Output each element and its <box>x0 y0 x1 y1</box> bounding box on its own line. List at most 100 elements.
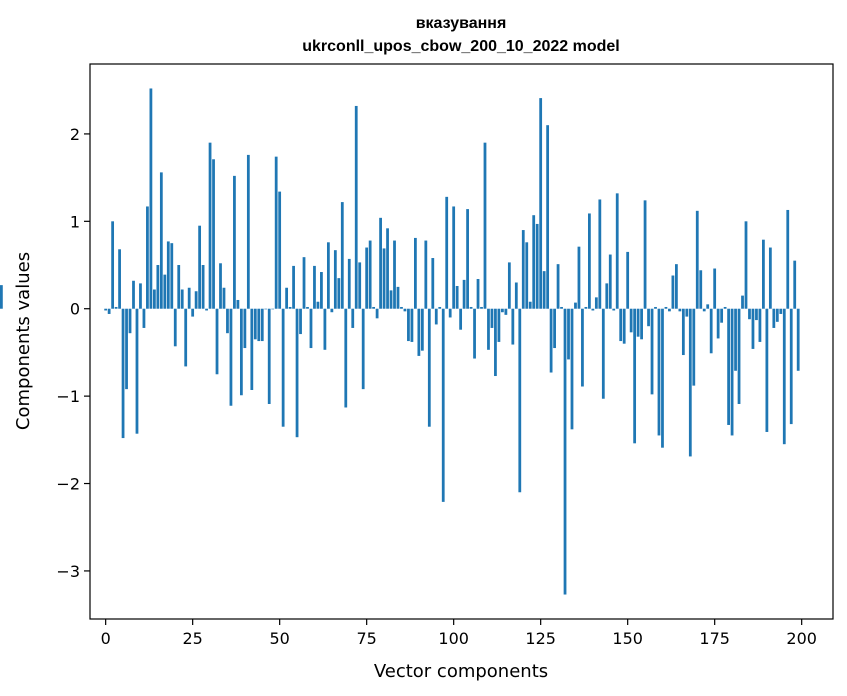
bar-163 <box>671 275 675 309</box>
y-tick-label-0: 0 <box>70 300 80 319</box>
bar-143 <box>601 308 605 399</box>
bar-162 <box>668 308 671 312</box>
bar-180 <box>730 308 734 436</box>
bar-4 <box>118 249 121 309</box>
bar-79 <box>379 217 382 309</box>
bar-98 <box>445 196 449 309</box>
bar-42 <box>250 308 254 390</box>
bar-130 <box>556 264 560 309</box>
bar-1 <box>107 308 111 314</box>
bar-21 <box>177 265 181 309</box>
bar-78 <box>375 308 379 319</box>
bar-139 <box>588 213 591 309</box>
bar-96 <box>438 306 442 309</box>
bar-181 <box>734 308 737 371</box>
bar-92 <box>424 240 428 309</box>
bar-169 <box>692 308 696 386</box>
bar-46 <box>264 308 268 310</box>
bar-137 <box>581 308 584 387</box>
bar-6 <box>125 308 128 390</box>
bar-125 <box>539 98 543 309</box>
bar-188 <box>758 308 762 342</box>
bar-57 <box>302 257 306 309</box>
bar-179 <box>727 308 730 425</box>
bar-173 <box>706 304 710 309</box>
bar-193 <box>775 308 779 322</box>
bar-72 <box>354 105 358 309</box>
bar-190 <box>765 308 769 432</box>
bar-54 <box>292 265 295 309</box>
bar-196 <box>786 209 790 309</box>
bar-66 <box>333 250 337 309</box>
bar-56 <box>299 308 302 335</box>
bar-11 <box>142 308 146 328</box>
bar-121 <box>525 242 529 309</box>
x-tick-label-125: 125 <box>525 629 556 648</box>
bar-49 <box>274 156 278 309</box>
bar-107 <box>476 279 480 309</box>
bar-160 <box>661 308 664 448</box>
bar-114 <box>501 308 504 313</box>
bar-104 <box>466 209 469 309</box>
bar-152 <box>633 308 637 444</box>
bar-105 <box>469 306 473 309</box>
x-tick-label-0: 0 <box>101 629 111 648</box>
bar-115 <box>504 308 508 315</box>
bar-123 <box>532 215 536 309</box>
bar-136 <box>577 246 581 309</box>
bar-116 <box>507 262 511 309</box>
bar-83 <box>393 240 396 309</box>
bar-63 <box>323 308 327 350</box>
bar-47 <box>267 308 271 404</box>
bar-34 <box>222 287 226 309</box>
bar-12 <box>146 206 149 309</box>
bar-170 <box>695 210 699 309</box>
y-tick-label--1: −1 <box>56 387 80 406</box>
bar-38 <box>236 299 240 309</box>
x-tick-label-75: 75 <box>356 629 376 648</box>
bar-77 <box>372 306 376 309</box>
bar-142 <box>598 199 602 309</box>
bar-184 <box>744 221 748 309</box>
bar-157 <box>650 308 654 395</box>
x-tick-label-175: 175 <box>699 629 730 648</box>
bar-71 <box>351 308 355 328</box>
bar-150 <box>626 251 630 309</box>
bar-195 <box>782 308 786 445</box>
bar-108 <box>480 306 483 309</box>
plot-frame <box>89 63 834 620</box>
x-tick-label-50: 50 <box>269 629 289 648</box>
x-tick-label-25: 25 <box>182 629 202 648</box>
bar-91 <box>420 308 424 351</box>
bar-147 <box>615 193 619 309</box>
bar-166 <box>681 308 685 356</box>
y-tick-label-1: 1 <box>70 212 80 231</box>
bar-28 <box>201 265 205 309</box>
y-tick-label-2: 2 <box>70 125 80 144</box>
bar-164 <box>675 264 678 309</box>
bar-80 <box>382 248 386 309</box>
bar-41 <box>246 154 250 309</box>
bar-85 <box>400 306 403 309</box>
bar-7 <box>128 308 132 334</box>
bar-178 <box>723 306 727 309</box>
bar-172 <box>702 308 706 312</box>
bar-127 <box>546 125 550 309</box>
bar-84 <box>396 286 400 309</box>
bar-118 <box>514 282 518 309</box>
bar-87 <box>407 308 410 342</box>
bar-32 <box>215 308 219 375</box>
bar-151 <box>629 308 633 333</box>
bar-61 <box>316 301 320 309</box>
bar-156 <box>647 308 650 327</box>
y-axis-label: Components values <box>13 252 34 430</box>
chart-subtitle: ukrconll_upos_cbow_200_10_2022 model <box>302 38 619 55</box>
bar-132 <box>563 308 567 595</box>
bar-35 <box>226 308 229 334</box>
bar-39 <box>239 308 243 396</box>
x-tick-label-200: 200 <box>786 629 817 648</box>
bar-185 <box>748 308 751 320</box>
bar-31 <box>212 159 215 309</box>
bar-135 <box>574 302 577 309</box>
